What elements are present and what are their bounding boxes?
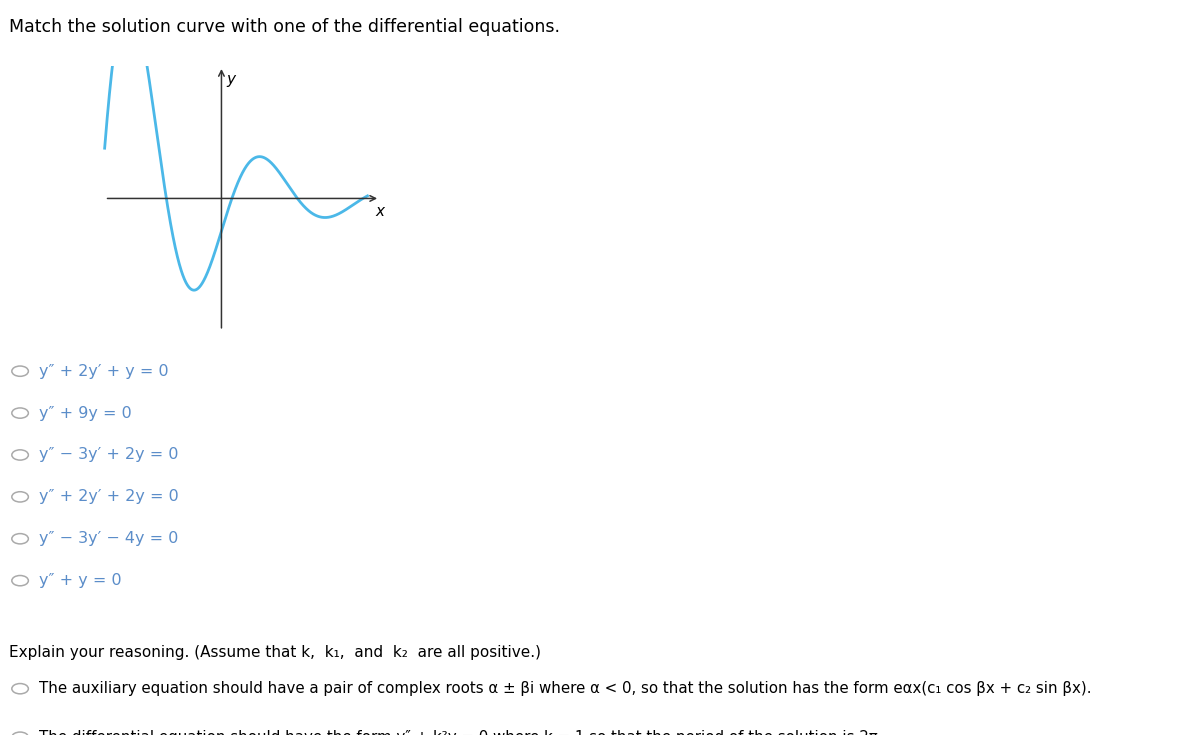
Text: x: x [376, 204, 385, 219]
Text: Match the solution curve with one of the differential equations.: Match the solution curve with one of the… [9, 18, 560, 36]
Text: y″ − 3y′ + 2y = 0: y″ − 3y′ + 2y = 0 [39, 448, 178, 462]
Text: The auxiliary equation should have a pair of complex roots α ± βi where α < 0, s: The auxiliary equation should have a pai… [39, 681, 1091, 696]
Text: y″ + 2y′ + 2y = 0: y″ + 2y′ + 2y = 0 [39, 490, 178, 504]
Text: y″ − 3y′ − 4y = 0: y″ − 3y′ − 4y = 0 [39, 531, 178, 546]
Text: The differential equation should have the form y″ + k²y = 0 where k = 1 so that : The differential equation should have th… [39, 730, 883, 735]
Text: y″ + y = 0: y″ + y = 0 [39, 573, 122, 588]
Text: Explain your reasoning. (Assume that k,  k₁,  and  k₂  are all positive.): Explain your reasoning. (Assume that k, … [9, 645, 541, 659]
Text: y″ + 9y = 0: y″ + 9y = 0 [39, 406, 131, 420]
Text: y″ + 2y′ + y = 0: y″ + 2y′ + y = 0 [39, 364, 169, 379]
Text: y: y [227, 72, 235, 87]
